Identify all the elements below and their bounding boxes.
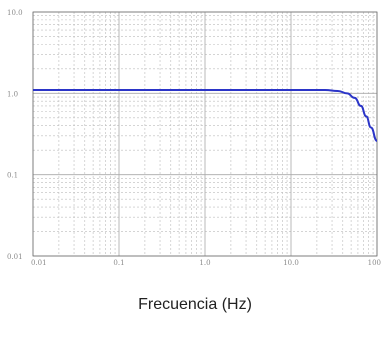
y-tick-label: 1.0 [7, 90, 18, 98]
x-axis-label: Frecuencia (Hz) [138, 296, 252, 313]
series-layer [33, 88, 378, 142]
x-tick-label: 0.1 [113, 259, 124, 267]
x-tick-label: 0.01 [31, 259, 47, 267]
x-tick-label: 10.0 [283, 259, 299, 267]
y-tick-label: 0.1 [7, 172, 18, 180]
y-tick-labels: 10.0 1.0 0.1 0.01 [7, 9, 23, 261]
x-tick-labels: 0.01 0.1 1.0 10.0 100 [31, 259, 381, 267]
y-tick-label: 0.01 [7, 253, 23, 261]
plot-frame [32, 11, 378, 257]
x-tick-label: 1.0 [199, 259, 210, 267]
x-tick-label: 100 [368, 259, 381, 267]
y-tick-label: 10.0 [7, 9, 23, 17]
chart-svg: 0.01 0.1 1.0 10.0 100 10.0 1.0 0.1 0.01 [7, 9, 381, 267]
series-line [33, 88, 378, 142]
